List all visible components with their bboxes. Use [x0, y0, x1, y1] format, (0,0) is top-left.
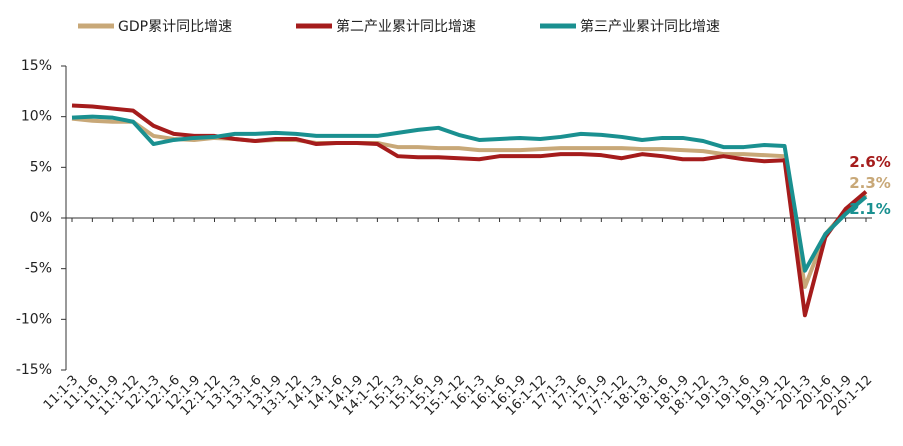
legend-label: 第二产业累计同比增速 [336, 18, 476, 35]
series-line [71, 114, 868, 273]
value-label: 2.3% [849, 174, 891, 192]
y-tick-label: 0% [30, 210, 52, 226]
y-tick-label: 5% [30, 159, 52, 175]
legend-label: 第三产业累计同比增速 [580, 18, 720, 35]
y-tick-label: -15% [16, 362, 52, 378]
value-label: 2.6% [849, 153, 891, 171]
series-line [71, 116, 868, 289]
legend-label: GDP累计同比增速 [118, 19, 232, 35]
y-tick-label: -5% [25, 261, 52, 277]
y-tick-label: 15% [21, 58, 52, 74]
y-tick-label: -10% [16, 311, 52, 327]
y-tick-label: 10% [21, 109, 52, 125]
value-label: 2.1% [849, 200, 891, 218]
